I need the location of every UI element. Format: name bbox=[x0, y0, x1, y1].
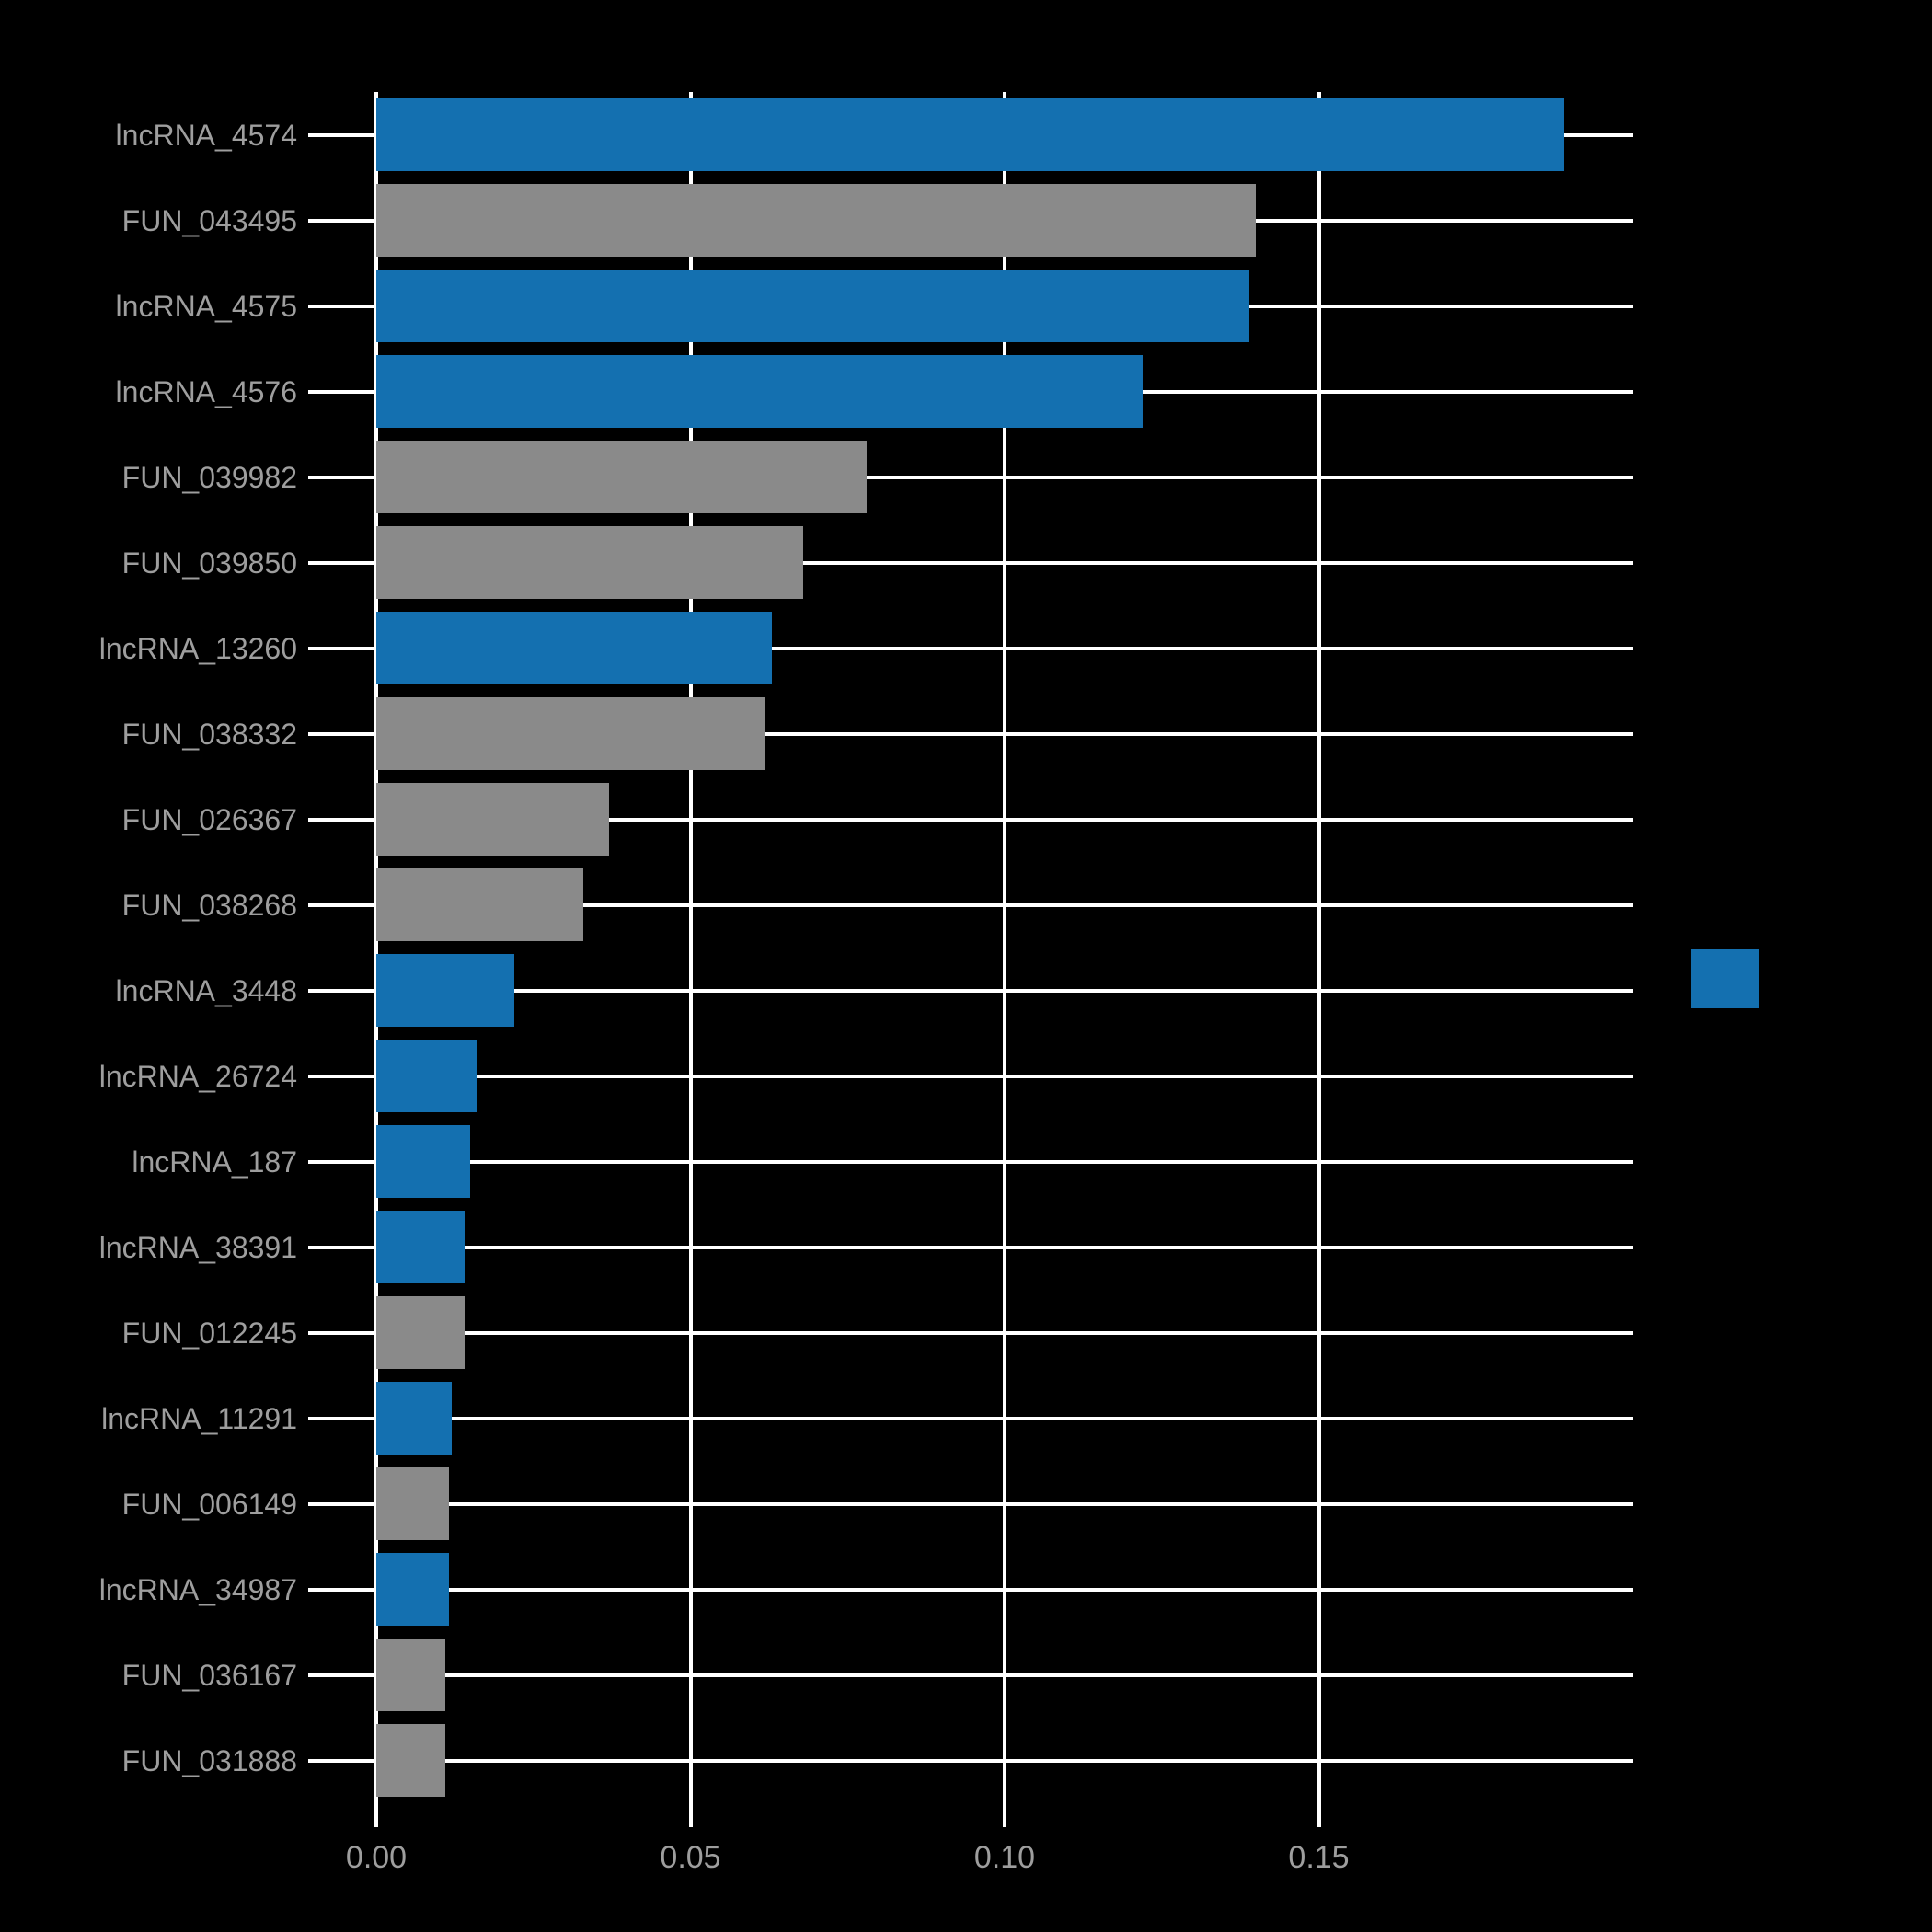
bar-FUN_026367 bbox=[376, 783, 609, 856]
y-tick-label: lncRNA_3448 bbox=[115, 973, 297, 1007]
bar-lncRNA_11291 bbox=[376, 1382, 452, 1455]
bar-lncRNA_4574 bbox=[376, 98, 1564, 171]
bar-lncRNA_13260 bbox=[376, 612, 773, 684]
bar-FUN_038268 bbox=[376, 868, 584, 941]
y-gridline bbox=[308, 1159, 1633, 1164]
y-tick-label: lncRNA_4576 bbox=[115, 374, 297, 408]
x-gridline bbox=[1003, 92, 1006, 1827]
legend-swatch bbox=[1691, 949, 1759, 1008]
bar-lncRNA_4575 bbox=[376, 270, 1250, 342]
y-gridline bbox=[308, 646, 1633, 650]
y-gridline bbox=[308, 817, 1633, 822]
y-tick-label: FUN_039850 bbox=[121, 546, 297, 580]
y-gridline bbox=[308, 988, 1633, 993]
y-tick-label: FUN_031888 bbox=[121, 1743, 297, 1777]
x-tick-label: 0.05 bbox=[660, 1840, 721, 1875]
bar-lncRNA_187 bbox=[376, 1125, 471, 1198]
y-gridline bbox=[308, 731, 1633, 736]
bar-lncRNA_26724 bbox=[376, 1040, 477, 1112]
y-tick-label: FUN_043495 bbox=[121, 203, 297, 237]
y-gridline bbox=[308, 475, 1633, 479]
y-gridline bbox=[308, 560, 1633, 565]
y-tick-label: lncRNA_4574 bbox=[115, 118, 297, 152]
x-gridline bbox=[688, 92, 693, 1827]
y-tick-label: FUN_026367 bbox=[121, 802, 297, 836]
y-tick-label: lncRNA_4575 bbox=[115, 289, 297, 323]
y-gridline bbox=[308, 1416, 1633, 1420]
bar-FUN_043495 bbox=[376, 184, 1257, 257]
x-tick-label: 0.15 bbox=[1288, 1840, 1350, 1875]
y-gridline bbox=[308, 1330, 1633, 1335]
y-tick-label: FUN_039982 bbox=[121, 460, 297, 494]
y-gridline bbox=[308, 1074, 1633, 1078]
y-tick-label: FUN_038268 bbox=[121, 888, 297, 922]
x-tick-label: 0.00 bbox=[345, 1840, 408, 1875]
x-tick-label: 0.10 bbox=[973, 1840, 1036, 1875]
bar-lncRNA_38391 bbox=[376, 1211, 465, 1283]
bar-lncRNA_4576 bbox=[376, 355, 1144, 428]
y-tick-label: FUN_036167 bbox=[121, 1658, 297, 1692]
x-gridline bbox=[1317, 92, 1321, 1827]
bar-FUN_039850 bbox=[376, 526, 804, 599]
y-tick-label: lncRNA_187 bbox=[132, 1144, 297, 1179]
y-gridline bbox=[308, 1501, 1633, 1506]
y-tick-label: FUN_012245 bbox=[121, 1316, 297, 1350]
bar-FUN_036167 bbox=[376, 1639, 446, 1711]
bar-FUN_031888 bbox=[376, 1724, 446, 1797]
bar-FUN_012245 bbox=[376, 1296, 465, 1369]
y-tick-label: lncRNA_26724 bbox=[98, 1059, 297, 1093]
y-tick-label: FUN_038332 bbox=[121, 717, 297, 751]
y-gridline bbox=[308, 1673, 1633, 1677]
bar-lncRNA_3448 bbox=[376, 954, 515, 1027]
y-gridline bbox=[308, 1758, 1633, 1763]
bar-FUN_039982 bbox=[376, 441, 867, 513]
y-gridline bbox=[308, 1245, 1633, 1249]
y-tick-label: lncRNA_38391 bbox=[98, 1230, 297, 1264]
y-tick-label: FUN_006149 bbox=[121, 1487, 297, 1521]
y-tick-label: lncRNA_13260 bbox=[98, 631, 297, 665]
bar-lncRNA_34987 bbox=[376, 1553, 449, 1626]
bar-FUN_006149 bbox=[376, 1467, 449, 1540]
y-tick-label: lncRNA_34987 bbox=[98, 1572, 297, 1606]
y-gridline bbox=[308, 1587, 1633, 1592]
y-gridline bbox=[308, 903, 1633, 907]
bar-FUN_038332 bbox=[376, 697, 766, 770]
y-tick-label: lncRNA_11291 bbox=[101, 1401, 297, 1435]
